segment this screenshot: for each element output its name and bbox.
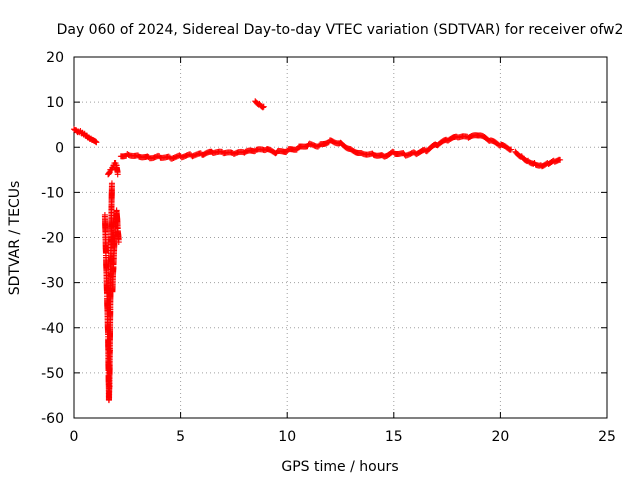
x-tick-label: 25 bbox=[598, 429, 616, 445]
x-axis-label: GPS time / hours bbox=[281, 459, 398, 475]
plot-frame bbox=[73, 56, 608, 419]
y-tick-label: 20 bbox=[46, 50, 64, 66]
data-point bbox=[254, 100, 261, 107]
data-point bbox=[554, 157, 561, 164]
data-point bbox=[324, 139, 331, 146]
x-axis: 0 5 10 15 20 25 bbox=[70, 57, 616, 445]
y-tick-label: -50 bbox=[41, 366, 64, 382]
x-tick-label: 20 bbox=[491, 429, 509, 445]
data-point bbox=[115, 236, 122, 243]
y-tick-label: 0 bbox=[55, 140, 64, 156]
data-point bbox=[484, 136, 491, 143]
data-point bbox=[293, 146, 300, 153]
x-tick-label: 10 bbox=[278, 429, 296, 445]
data-point bbox=[92, 138, 99, 145]
data-point bbox=[91, 137, 98, 144]
chart-title: Day 060 of 2024, Sidereal Day-to-day VTE… bbox=[57, 22, 624, 38]
y-tick-label: -10 bbox=[41, 185, 64, 201]
data-point bbox=[388, 149, 395, 156]
data-point bbox=[271, 149, 278, 156]
x-tick-label: 15 bbox=[385, 429, 403, 445]
y-tick-label: -40 bbox=[41, 321, 64, 337]
y-axis-label: SDTVAR / TECUs bbox=[7, 181, 23, 296]
data-point bbox=[505, 146, 512, 153]
x-tick-label: 0 bbox=[70, 429, 79, 445]
grid-lines bbox=[74, 57, 607, 418]
data-points bbox=[71, 98, 564, 404]
data-point bbox=[259, 104, 266, 111]
y-tick-label: 10 bbox=[46, 95, 64, 111]
data-point bbox=[108, 181, 115, 188]
y-tick-label: -20 bbox=[41, 231, 64, 247]
y-tick-label: -60 bbox=[41, 411, 64, 427]
y-tick-label: -30 bbox=[41, 276, 64, 292]
data-point bbox=[556, 156, 563, 163]
x-tick-label: 5 bbox=[176, 429, 185, 445]
y-axis: -60 -50 -40 -30 -20 -10 0 10 20 bbox=[41, 50, 607, 427]
data-point bbox=[114, 169, 121, 176]
data-point bbox=[542, 161, 549, 168]
data-point bbox=[259, 103, 266, 110]
data-point bbox=[506, 146, 513, 153]
